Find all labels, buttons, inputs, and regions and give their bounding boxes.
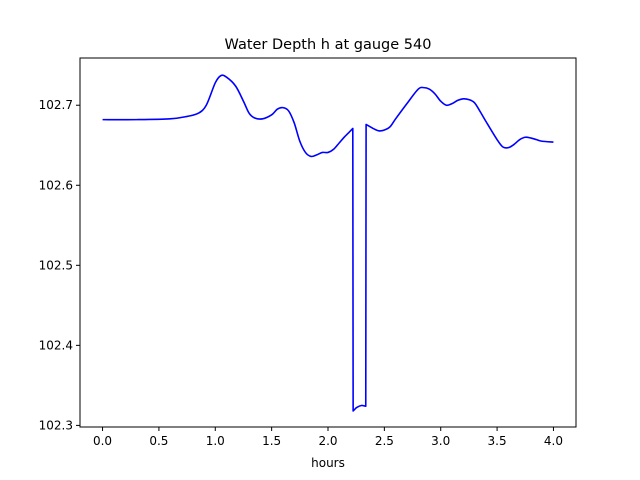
y-tick-label: 102.5 (39, 258, 73, 272)
y-tick-label: 102.7 (39, 98, 73, 112)
x-tick-label: 0.0 (93, 434, 112, 448)
y-tick-label: 102.4 (39, 338, 73, 352)
x-tick-label: 1.5 (262, 434, 281, 448)
y-tick-label: 102.3 (39, 418, 73, 432)
series-line-0 (102, 74, 554, 412)
x-tick-label: 3.0 (431, 434, 450, 448)
x-tick-label: 0.5 (149, 434, 168, 448)
axes-frame (79, 57, 577, 428)
x-tick-label: 1.0 (206, 434, 225, 448)
y-axis: 102.3 102.4 102.5 102.6 102.7 (39, 98, 80, 432)
plot-area (102, 74, 554, 412)
x-tick-label: 4.0 (544, 434, 563, 448)
x-axis: 0.0 0.5 1.0 1.5 2.0 2.5 3.0 3.5 4.0 (93, 427, 563, 448)
x-axis-label: hours (311, 456, 345, 470)
x-tick-label: 3.5 (488, 434, 507, 448)
y-tick-label: 102.6 (39, 178, 73, 192)
x-tick-label: 2.5 (375, 434, 394, 448)
x-tick-label: 2.0 (318, 434, 337, 448)
chart-title: Water Depth h at gauge 540 (225, 37, 432, 53)
